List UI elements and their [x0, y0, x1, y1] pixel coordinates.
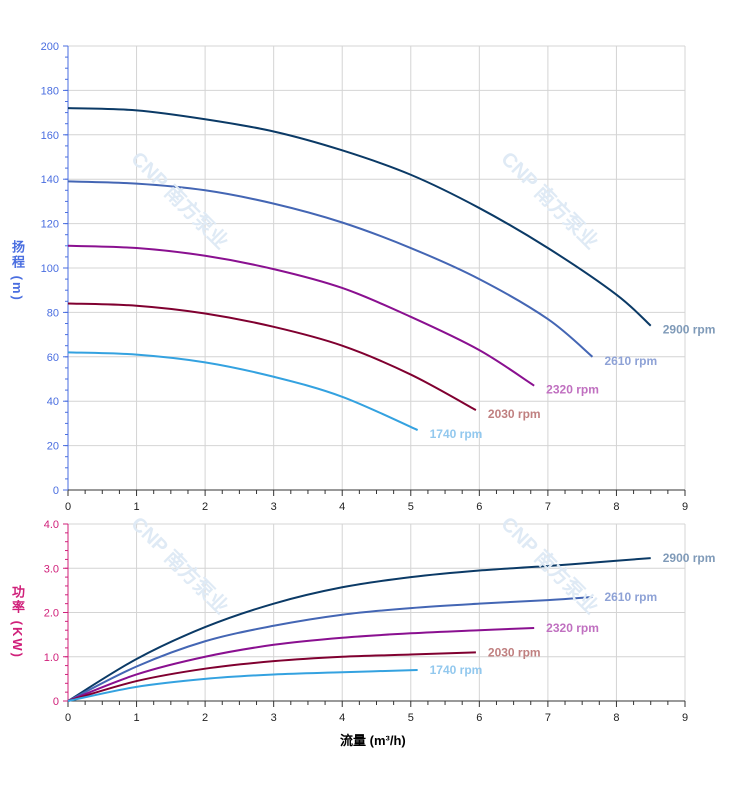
x-tick-label: 2 — [202, 712, 208, 724]
y-tick-label: 3.0 — [44, 563, 59, 575]
series-label: 1740 rpm — [430, 427, 483, 441]
series-line-2610-rpm — [67, 596, 593, 702]
series-line-2320-rpm — [67, 626, 535, 702]
series-label: 2030 rpm — [488, 645, 541, 659]
series-line-2030-rpm — [67, 651, 476, 702]
series-label: 2030 rpm — [488, 407, 541, 421]
watermark-logo: CNP 南方泵业 — [496, 147, 603, 254]
y-tick-label: 2.0 — [44, 608, 59, 620]
x-tick-label: 8 — [613, 501, 619, 513]
flow-axis-label: 流量 (m³/h) — [340, 733, 406, 748]
x-tick-label: 3 — [271, 501, 277, 513]
x-tick-label: 1 — [133, 501, 139, 513]
series-label: 2320 rpm — [546, 383, 599, 397]
watermark-logo: CNP 南方泵业 — [126, 147, 233, 254]
series-line-2030-rpm — [67, 302, 477, 411]
x-tick-label: 7 — [545, 712, 551, 724]
y-tick-label: 60 — [47, 352, 59, 364]
series-label: 2900 rpm — [663, 323, 716, 337]
series-line-2610-rpm — [67, 180, 594, 358]
y-tick-label: 40 — [47, 396, 59, 408]
x-tick-label: 0 — [65, 501, 71, 513]
watermark-logo: CNP 南方泵业 — [126, 512, 233, 619]
x-tick-label: 9 — [682, 712, 688, 724]
y-tick-label: 4.0 — [44, 519, 59, 531]
x-tick-label: 4 — [339, 712, 345, 724]
x-tick-label: 1 — [133, 712, 139, 724]
x-tick-label: 6 — [476, 712, 482, 724]
x-tick-label: 6 — [476, 501, 482, 513]
series-label: 2320 rpm — [546, 621, 599, 635]
series-label: 2900 rpm — [663, 551, 716, 565]
x-tick-label: 5 — [408, 712, 414, 724]
y-tick-label: 100 — [41, 263, 59, 275]
x-tick-label: 5 — [408, 501, 414, 513]
x-tick-label: 9 — [682, 501, 688, 513]
y-tick-label: 120 — [41, 219, 59, 231]
y-tick-label: 0 — [53, 696, 59, 708]
series-label: 2610 rpm — [604, 590, 657, 604]
x-tick-label: 7 — [545, 501, 551, 513]
x-tick-label: 2 — [202, 501, 208, 513]
y-tick-label: 180 — [41, 85, 59, 97]
y-tick-label: 200 — [41, 41, 59, 53]
power-axis-label: 功率 (KW) — [10, 585, 25, 659]
y-tick-label: 140 — [41, 174, 59, 186]
x-tick-label: 3 — [271, 712, 277, 724]
series-line-2900-rpm — [67, 107, 652, 327]
series-line-1740-rpm — [67, 351, 419, 431]
head-axis-label: 扬程 (m) — [10, 240, 25, 302]
series-label: 1740 rpm — [430, 663, 483, 677]
series-line-2900-rpm — [67, 557, 651, 702]
x-tick-label: 8 — [613, 712, 619, 724]
y-tick-label: 80 — [47, 307, 59, 319]
y-tick-label: 1.0 — [44, 652, 59, 664]
x-tick-label: 4 — [339, 501, 345, 513]
series-label: 2610 rpm — [604, 354, 657, 368]
y-tick-label: 0 — [53, 485, 59, 497]
x-tick-label: 0 — [65, 712, 71, 724]
series-line-1740-rpm — [67, 669, 418, 702]
series-line-2320-rpm — [67, 244, 535, 387]
y-tick-label: 160 — [41, 130, 59, 142]
y-tick-label: 20 — [47, 441, 59, 453]
